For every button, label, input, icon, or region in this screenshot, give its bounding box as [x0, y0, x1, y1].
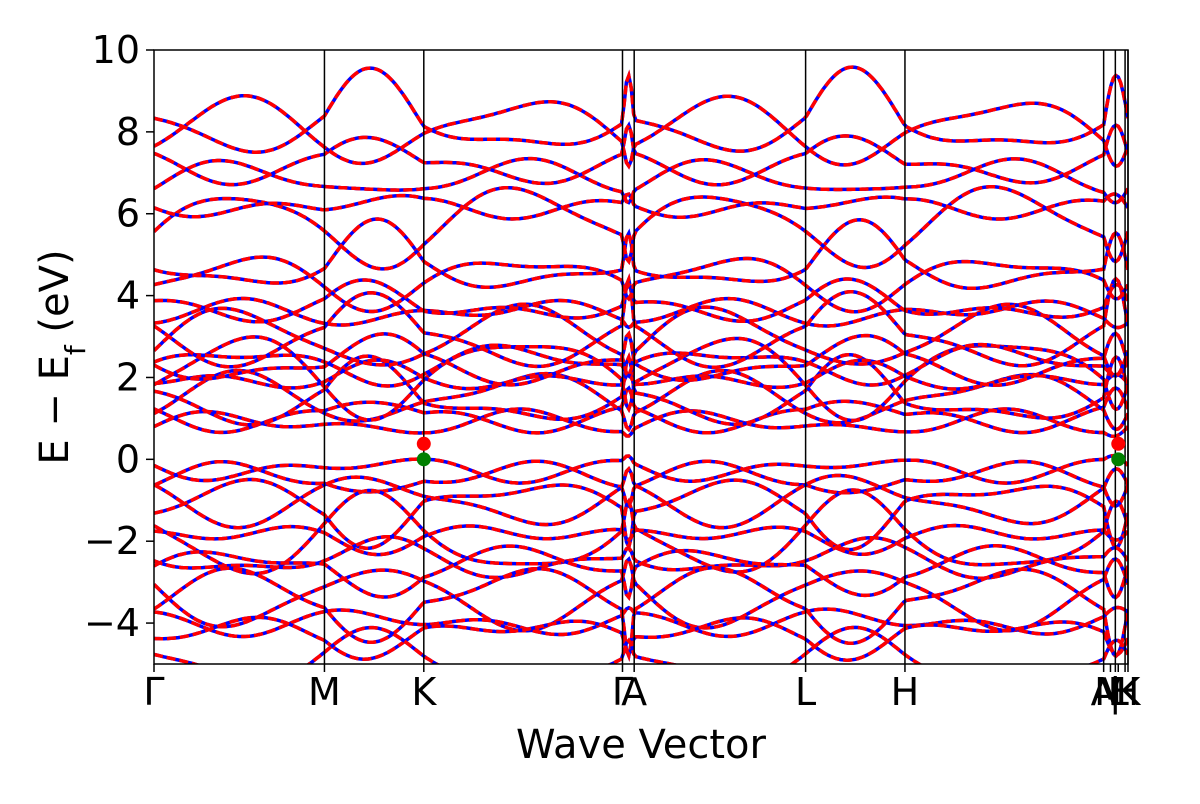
kpoint-label: K	[411, 670, 437, 714]
y-axis-label-unit: (eV)	[32, 249, 78, 345]
kpoint-label: Γ	[612, 670, 633, 714]
kpoint-label: Γ	[143, 670, 164, 714]
band-line-dashed	[154, 351, 1128, 427]
kpoint-label: L	[795, 670, 816, 714]
y-axis-label-main: E − E	[32, 355, 78, 465]
band-line-dashed	[154, 488, 1128, 576]
band-line-dashed	[154, 94, 1128, 170]
y-axis-label-sub: f	[59, 344, 92, 355]
band-line-dashed	[154, 296, 1128, 330]
band-line-dashed	[154, 477, 1128, 553]
band-line-dashed	[154, 368, 1128, 433]
kpoint-label: M	[1094, 670, 1127, 714]
kpoint-label: A	[621, 670, 647, 714]
kpoint-label: |	[1109, 670, 1122, 715]
band-line-dashed	[154, 273, 1128, 370]
y-tick-label: 4	[116, 274, 140, 318]
band-edge-markers	[416, 436, 1126, 467]
band-lines	[154, 65, 1128, 664]
band-line-dashed	[154, 453, 1128, 485]
band-line-dashed	[154, 523, 1128, 557]
band-line-dashed	[154, 605, 1128, 639]
band-line-dashed	[154, 302, 1128, 379]
kpoint-label: L	[1108, 670, 1129, 714]
y-tick-label: 2	[116, 355, 140, 399]
band-line-dashed	[154, 615, 1128, 662]
band-edge-marker	[1111, 436, 1126, 451]
kpoint-lines	[323, 50, 1129, 664]
y-tick-label: 10	[92, 28, 140, 72]
band-line-dashed	[154, 465, 1128, 530]
band-line-dashed	[154, 459, 1128, 509]
kpoint-label: M	[308, 670, 341, 714]
band-line-dashed	[154, 192, 1128, 221]
y-tick-label: 0	[116, 437, 140, 481]
plot-frame	[153, 49, 1129, 665]
band-line-dashed	[154, 156, 1128, 205]
band-edge-marker	[1111, 452, 1126, 467]
y-tick-label: 6	[116, 192, 140, 236]
band-line-dashed	[154, 184, 1128, 271]
band-line-dashed	[154, 358, 1128, 391]
band-line-dashed	[154, 566, 1128, 662]
kpoint-label: K	[1116, 670, 1142, 714]
band-line-dashed	[154, 556, 1128, 633]
y-axis-ticks: −4 −2 0 2 4 6 8 10	[84, 28, 154, 645]
kpoint-label: A	[1091, 670, 1117, 714]
band-line-dashed	[154, 625, 1128, 664]
y-tick-label: −2	[84, 519, 140, 563]
kpoint-label: H	[891, 670, 920, 714]
y-tick-label: 8	[116, 110, 140, 154]
band-line-dashed	[154, 330, 1128, 387]
band-line-dashed	[154, 342, 1128, 388]
x-axis-label: Wave Vector	[516, 722, 767, 768]
x-axis-ticks: Γ M K ΓA L H AM|LHK	[143, 664, 1142, 715]
y-axis-label: E − Ef (eV)	[32, 249, 92, 464]
band-line-dashed	[154, 255, 1128, 314]
band-line-dashed	[154, 121, 1128, 187]
band-line-dashed	[154, 217, 1128, 291]
band-edge-marker	[416, 452, 431, 467]
y-tick-label: −4	[84, 601, 140, 645]
band-line-dashed	[154, 65, 1128, 154]
kpoint-label: H	[1111, 670, 1140, 714]
band-edge-marker	[416, 436, 431, 451]
band-line-dashed	[154, 277, 1128, 324]
band-line-dashed	[154, 335, 1128, 423]
band-line-dashed	[154, 544, 1128, 601]
